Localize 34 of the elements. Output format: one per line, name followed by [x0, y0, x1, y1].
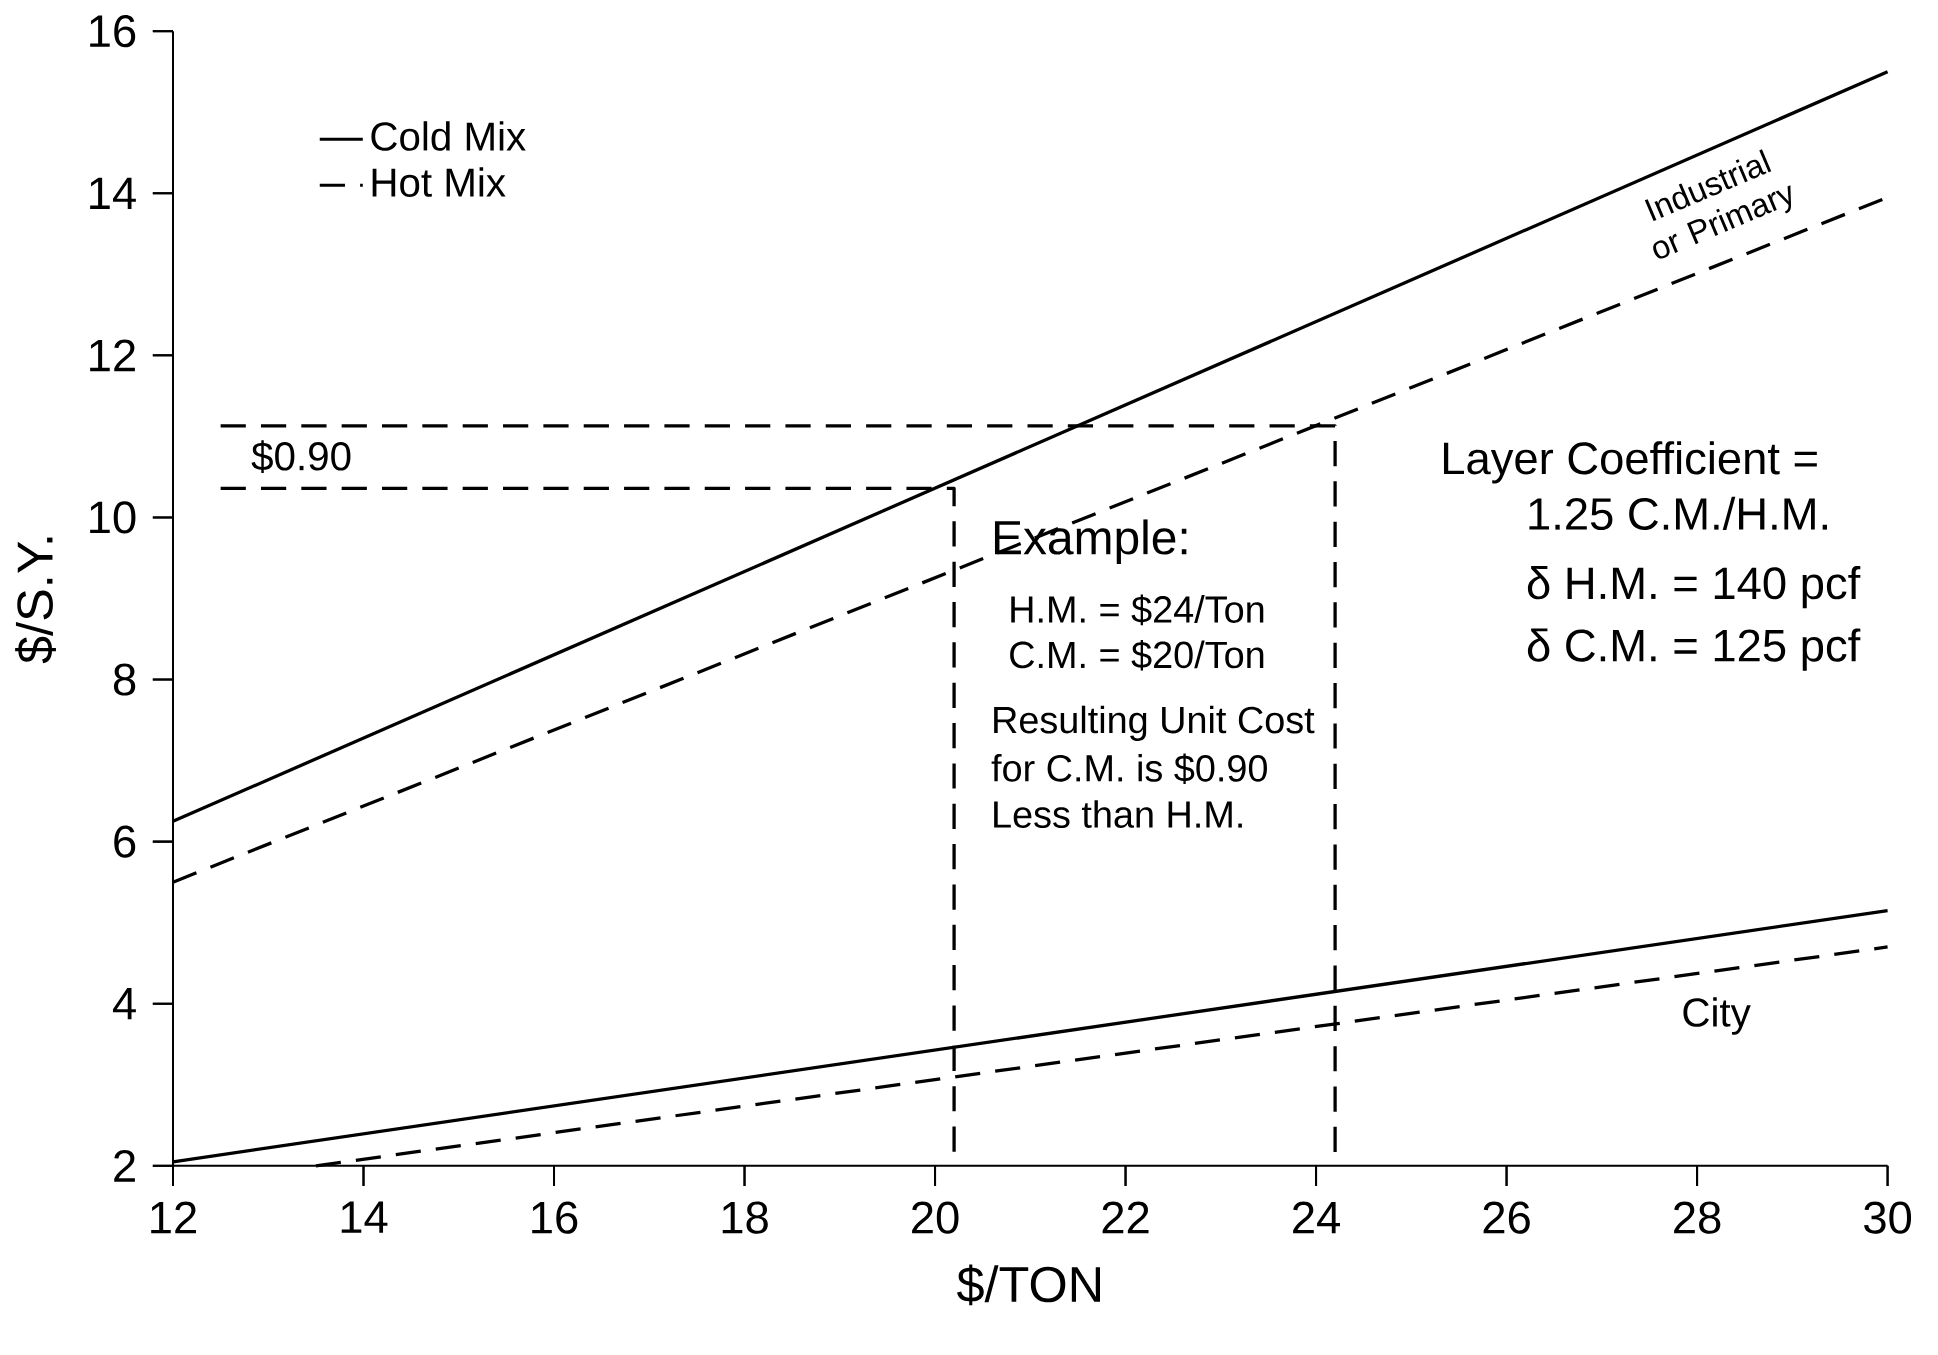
y-tick-label: 16 [90, 15, 136, 48]
annotation: Less than H.M. [994, 800, 1242, 828]
x-tick-label: 28 [1674, 1201, 1721, 1234]
y-tick-label: 14 [90, 177, 136, 209]
annotation: δ C.M. = 125 pcf [1527, 628, 1861, 671]
x-tick-label: 30 [1864, 1201, 1912, 1234]
legend-label: Cold Mix [371, 121, 526, 151]
y-tick-label: 4 [112, 988, 136, 1020]
annotation: $0.90 [251, 440, 351, 474]
x-tick-label: 20 [912, 1201, 959, 1234]
y-tick-label: 12 [90, 339, 135, 372]
annotation: H.M. = $24/Ton [1011, 594, 1264, 626]
legend-label: Hot Mix [372, 167, 506, 197]
annotation: Example: [994, 519, 1187, 565]
annotation: 1.25 C.M./H.M. [1529, 496, 1827, 531]
x-axis-title: $/TON [957, 1264, 1100, 1306]
x-tick-label: 26 [1483, 1201, 1530, 1234]
y-tick-label: 2 [114, 1149, 135, 1182]
annotation: C.M. = $20/Ton [1010, 639, 1264, 671]
annotation: Layer Coefficient = [1443, 441, 1817, 484]
x-tick-label: 12 [151, 1201, 196, 1234]
x-tick-label: 16 [532, 1201, 578, 1234]
annotation: City [1683, 997, 1751, 1035]
x-tick-label: 24 [1293, 1201, 1340, 1234]
y-tick-label: 8 [113, 663, 136, 696]
y-axis-title: $/S.Y. [15, 537, 56, 664]
annotation: Resulting Unit Cost [994, 705, 1315, 741]
x-tick-label: 18 [722, 1201, 768, 1234]
annotation: for C.M. is $0.90 [991, 753, 1267, 785]
x-tick-label: 14 [341, 1201, 388, 1233]
x-tick-label: 22 [1102, 1201, 1149, 1234]
annotation: δ H.M. = 140 pcf [1527, 566, 1861, 609]
y-tick-label: 10 [90, 501, 136, 534]
y-tick-label: 6 [114, 825, 136, 858]
